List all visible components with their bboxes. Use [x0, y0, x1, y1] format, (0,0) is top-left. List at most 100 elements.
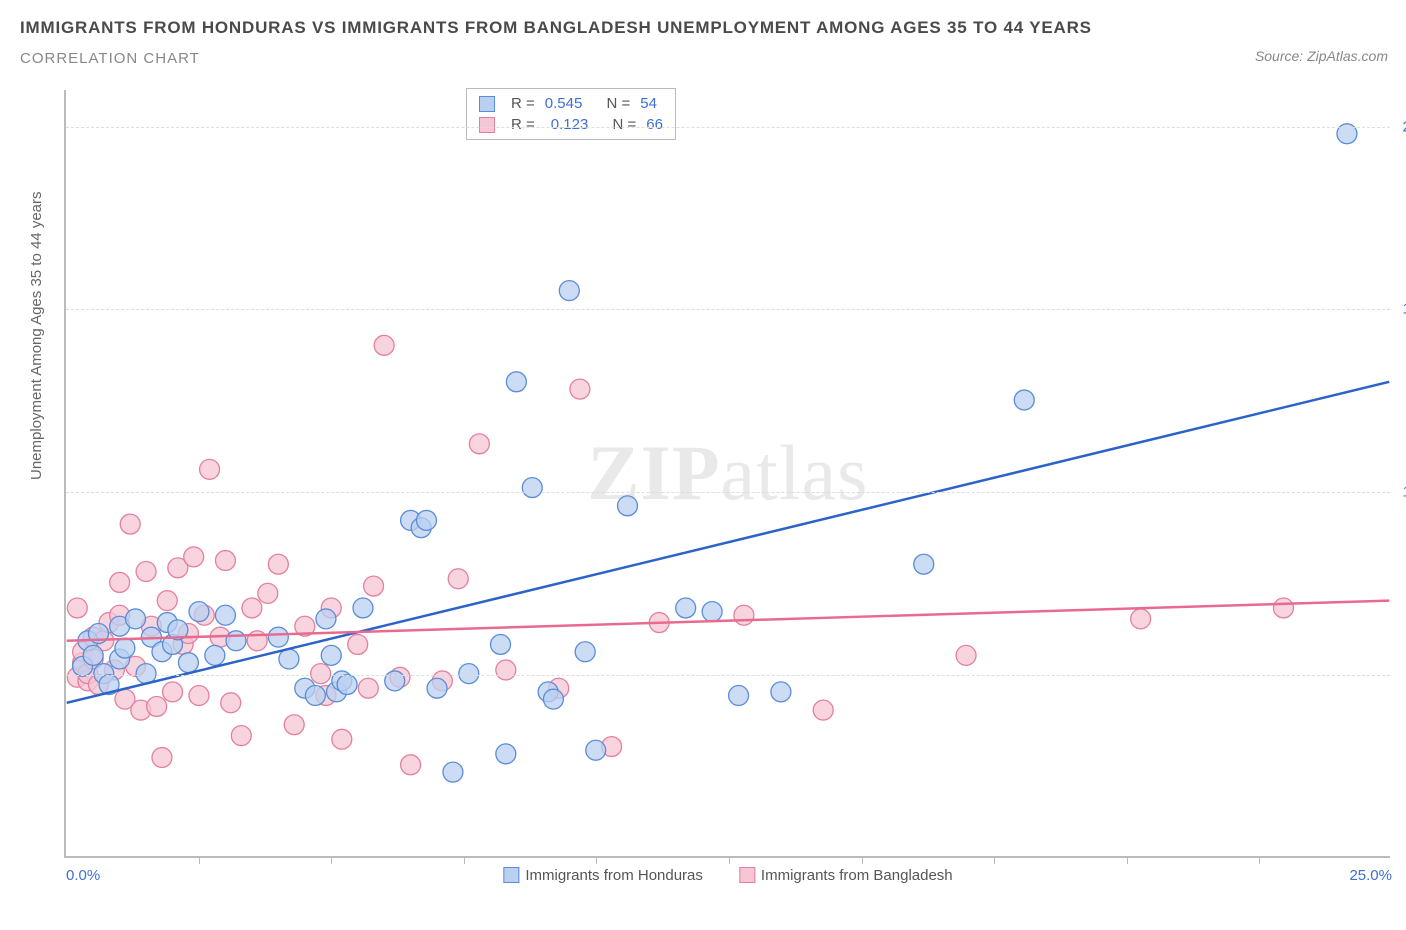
legend-item-bangladesh: Immigrants from Bangladesh [739, 867, 953, 884]
x-tick-mark [1259, 856, 1260, 864]
x-tick-mark [862, 856, 863, 864]
data-point [115, 638, 135, 658]
data-point [443, 762, 463, 782]
data-point [1131, 609, 1151, 629]
y-tick-label: 20.0% [1395, 118, 1406, 135]
data-point [268, 554, 288, 574]
data-point [311, 664, 331, 684]
data-point [416, 510, 436, 530]
chart-title: IMMIGRANTS FROM HONDURAS VS IMMIGRANTS F… [20, 18, 1092, 38]
x-axis-min-label: 0.0% [66, 867, 100, 884]
data-point [284, 715, 304, 735]
data-point [215, 605, 235, 625]
data-point [459, 664, 479, 684]
data-point [215, 551, 235, 571]
data-point [427, 678, 447, 698]
data-point [353, 598, 373, 618]
x-tick-mark [464, 856, 465, 864]
data-point [205, 645, 225, 665]
data-point [157, 591, 177, 611]
data-point [200, 459, 220, 479]
data-point [364, 576, 384, 596]
swatch-bangladesh-icon [739, 867, 755, 883]
data-point [221, 693, 241, 713]
data-point [147, 696, 167, 716]
data-point [184, 547, 204, 567]
data-point [729, 686, 749, 706]
data-point [522, 478, 542, 498]
gridline [66, 675, 1390, 676]
data-point [570, 379, 590, 399]
data-point [702, 602, 722, 622]
data-point [136, 562, 156, 582]
data-point [305, 686, 325, 706]
swatch-bangladesh [479, 117, 495, 133]
data-point [163, 682, 183, 702]
data-point [771, 682, 791, 702]
scatter-svg [66, 90, 1390, 856]
data-point [242, 598, 262, 618]
data-point [1273, 598, 1293, 618]
swatch-honduras-icon [503, 867, 519, 883]
data-point [226, 631, 246, 651]
data-point [448, 569, 468, 589]
gridline [66, 127, 1390, 128]
data-point [258, 583, 278, 603]
data-point [316, 609, 336, 629]
data-point [332, 729, 352, 749]
data-point [189, 602, 209, 622]
data-point [268, 627, 288, 647]
data-point [956, 645, 976, 665]
gridline [66, 492, 1390, 493]
data-point [496, 660, 516, 680]
data-point [321, 645, 341, 665]
stats-row-bangladesh: R = 0.123 N = 66 [479, 114, 663, 135]
x-tick-mark [1127, 856, 1128, 864]
data-point [110, 572, 130, 592]
data-point [676, 598, 696, 618]
series-legend: Immigrants from Honduras Immigrants from… [503, 867, 952, 884]
gridline [66, 309, 1390, 310]
source-citation: Source: ZipAtlas.com [1255, 48, 1388, 64]
data-point [83, 645, 103, 665]
data-point [543, 689, 563, 709]
trend-line [67, 601, 1390, 641]
data-point [496, 744, 516, 764]
data-point [120, 514, 140, 534]
data-point [67, 598, 87, 618]
x-tick-mark [199, 856, 200, 864]
data-point [1014, 390, 1034, 410]
data-point [559, 281, 579, 301]
data-point [914, 554, 934, 574]
data-point [152, 748, 172, 768]
data-point [358, 678, 378, 698]
data-point [385, 671, 405, 691]
plot-area: ZIPatlas R = 0.545 N = 54 R = 0.123 N = … [64, 90, 1390, 858]
data-point [178, 653, 198, 673]
data-point [618, 496, 638, 516]
chart-subtitle: CORRELATION CHART [20, 50, 200, 67]
data-point [491, 634, 511, 654]
stats-legend: R = 0.545 N = 54 R = 0.123 N = 66 [466, 88, 676, 140]
x-axis-max-label: 25.0% [1349, 867, 1392, 884]
data-point [231, 726, 251, 746]
x-tick-mark [331, 856, 332, 864]
y-tick-label: 10.0% [1395, 484, 1406, 501]
y-tick-label: 15.0% [1395, 301, 1406, 318]
x-tick-mark [596, 856, 597, 864]
x-tick-mark [994, 856, 995, 864]
data-point [126, 609, 146, 629]
y-axis-label: Unemployment Among Ages 35 to 44 years [28, 191, 45, 480]
data-point [189, 686, 209, 706]
data-point [813, 700, 833, 720]
x-tick-mark [729, 856, 730, 864]
data-point [506, 372, 526, 392]
data-point [374, 335, 394, 355]
y-tick-label: 5.0% [1395, 667, 1406, 684]
data-point [469, 434, 489, 454]
swatch-honduras [479, 96, 495, 112]
data-point [575, 642, 595, 662]
data-point [337, 675, 357, 695]
trend-line [67, 382, 1390, 703]
data-point [586, 740, 606, 760]
